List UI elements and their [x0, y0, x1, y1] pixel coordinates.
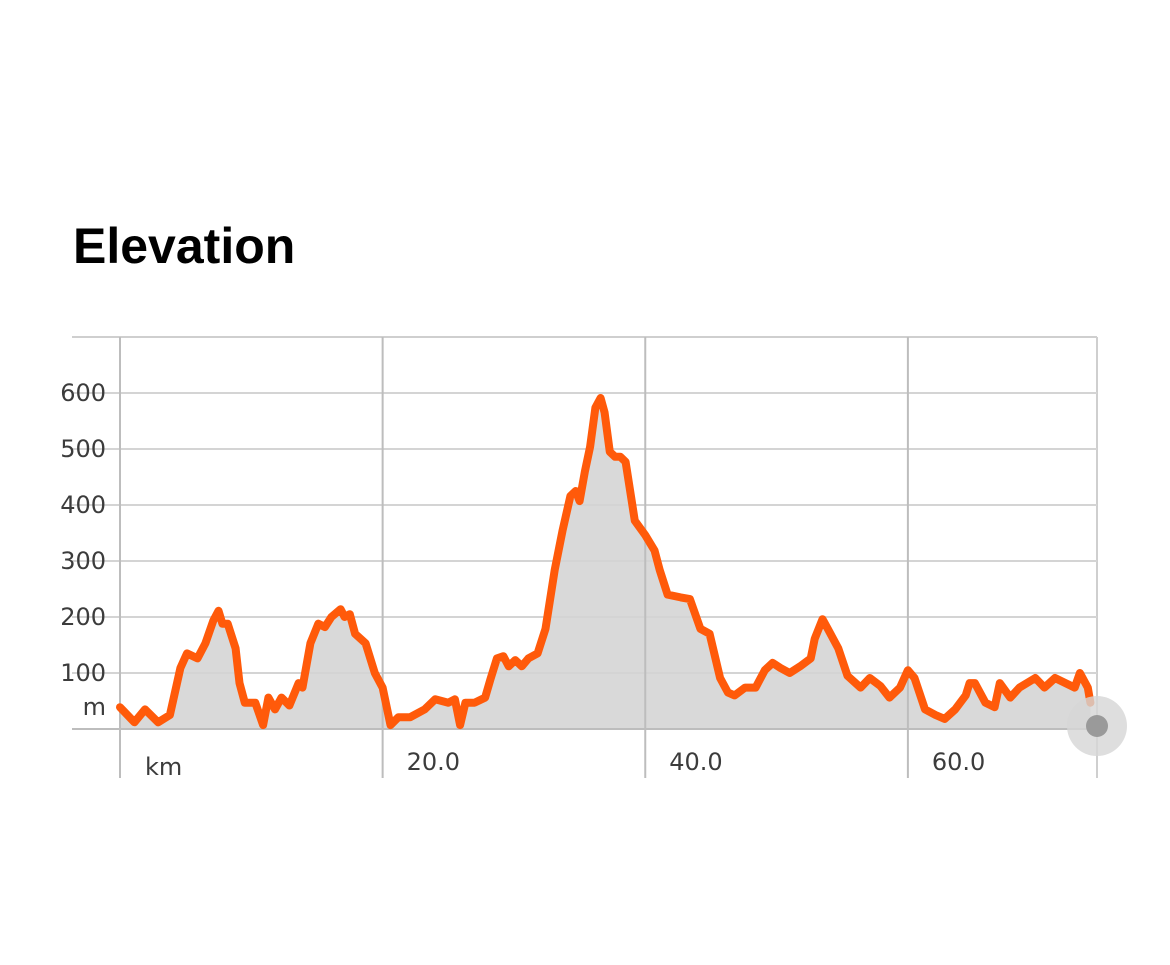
chart-title: Elevation — [73, 218, 295, 274]
y-tick-label: 200 — [60, 603, 106, 631]
y-tick-label: m — [83, 693, 106, 721]
y-tick-label: 400 — [60, 491, 106, 519]
y-tick-label: 600 — [60, 379, 106, 407]
y-tick-label: 100 — [60, 659, 106, 687]
elevation-line — [116, 394, 1095, 730]
x-tick-label: 40.0 — [669, 748, 722, 776]
y-tick-label: 300 — [60, 547, 106, 575]
x-tick-label: 60.0 — [932, 748, 985, 776]
x-tick-label: 20.0 — [407, 748, 460, 776]
y-tick-label: 500 — [60, 435, 106, 463]
x-tick-label: km — [145, 753, 182, 781]
scrub-handle — [1086, 715, 1108, 737]
area-fill — [120, 398, 1091, 729]
